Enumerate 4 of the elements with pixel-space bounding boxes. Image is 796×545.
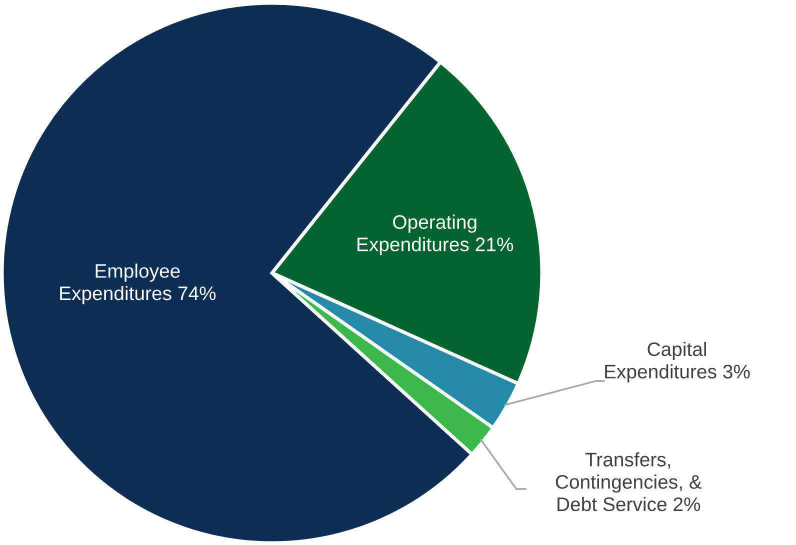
slice-label: Capital Expenditures 3% bbox=[605, 342, 750, 382]
slice-label: Transfers, Contingencies, & Debt Service 2% bbox=[556, 452, 702, 512]
slice-label: Employee Expenditures 74% bbox=[60, 264, 216, 304]
slice-label: Operating Expenditures 21% bbox=[358, 214, 514, 256]
